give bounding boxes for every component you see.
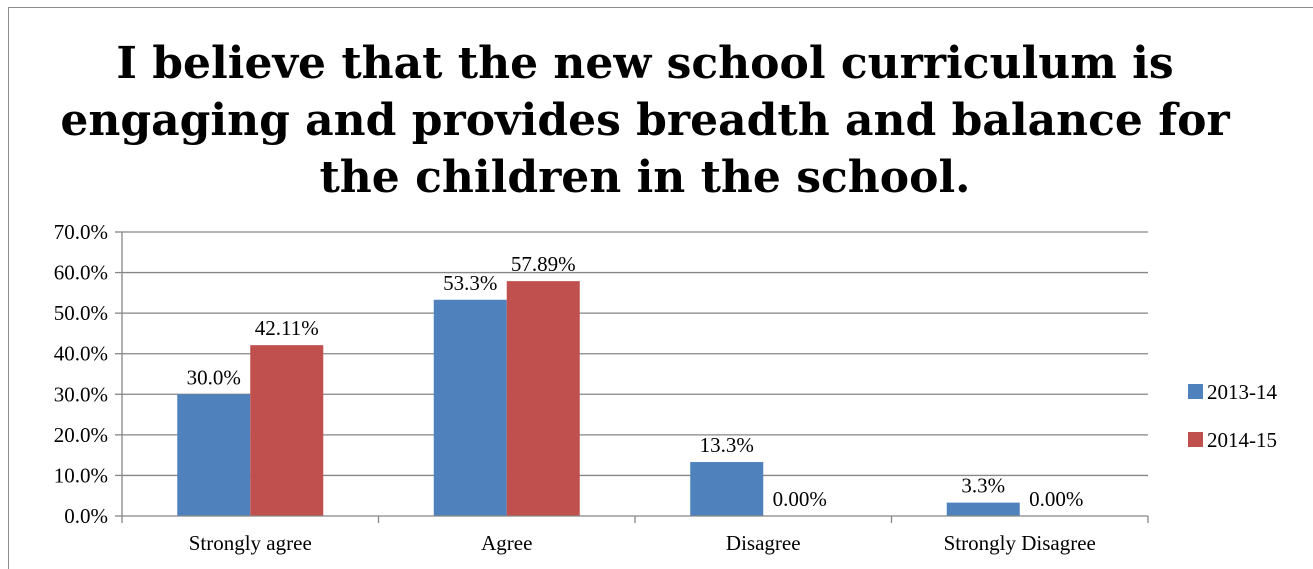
bar-2014-15 bbox=[506, 281, 580, 516]
bar-2013-14 bbox=[433, 299, 507, 516]
x-category-label: Strongly agree bbox=[189, 531, 312, 555]
axes: 0.0% 10.0% 20.0% 30.0% 40.0% 50.0% 60.0% 70.0% S… bbox=[54, 220, 1149, 555]
bar-2013-14 bbox=[177, 394, 251, 516]
legend-label: 2013-14 bbox=[1207, 380, 1277, 404]
x-category-label: Strongly Disagree bbox=[944, 531, 1096, 555]
chart-title: I believe that the new school curriculum… bbox=[60, 38, 1230, 203]
y-tick-label: 40.0% bbox=[54, 342, 108, 366]
data-label: 13.3% bbox=[700, 433, 754, 457]
y-tick-label: 60.0% bbox=[54, 261, 108, 285]
data-label: 0.00% bbox=[1029, 487, 1083, 511]
bar-2013-14 bbox=[946, 502, 1020, 516]
y-tick-label: 30.0% bbox=[54, 382, 108, 406]
y-tick-label: 10.0% bbox=[54, 463, 108, 487]
data-label: 0.00% bbox=[773, 487, 827, 511]
x-category-label: Disagree bbox=[726, 531, 801, 555]
y-tick-label: 70.0% bbox=[54, 220, 108, 244]
legend-swatch-2014-15 bbox=[1188, 432, 1203, 447]
data-label: 3.3% bbox=[961, 474, 1005, 498]
legend-swatch-2013-14 bbox=[1188, 384, 1203, 399]
data-label: 42.11% bbox=[255, 316, 319, 340]
legend: 2013-14 2014-15 bbox=[1188, 380, 1277, 452]
legend-label: 2014-15 bbox=[1207, 428, 1277, 452]
y-tick-label: 50.0% bbox=[54, 301, 108, 325]
y-tick-label: 0.0% bbox=[64, 504, 108, 528]
bars bbox=[177, 281, 1020, 516]
x-category-label: Agree bbox=[481, 531, 532, 555]
data-label: 57.89% bbox=[511, 252, 576, 276]
bar-2014-15 bbox=[250, 345, 324, 516]
data-label: 30.0% bbox=[187, 365, 241, 389]
bar-2013-14 bbox=[690, 462, 764, 516]
data-labels: 30.0% 42.11% 53.3% 57.89% 13.3% 0.00% 3.3% 0.00… bbox=[187, 252, 1084, 511]
y-tick-label: 20.0% bbox=[54, 423, 108, 447]
data-label: 53.3% bbox=[443, 271, 497, 295]
